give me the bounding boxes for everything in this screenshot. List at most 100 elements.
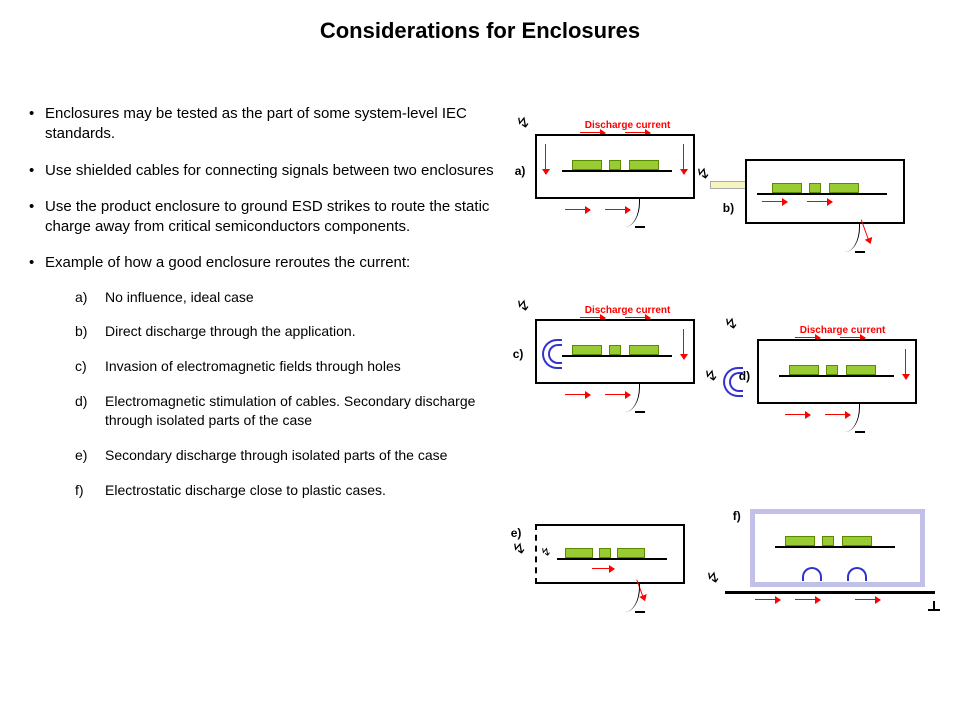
diagram-c: Discharge current ↯ c)	[535, 319, 695, 384]
enclosure-box: ↯	[535, 524, 685, 584]
chip-icon	[599, 548, 611, 558]
spark-icon: ↯	[704, 569, 722, 589]
diagram-d: Discharge current ↯ ↯ d)	[745, 339, 917, 404]
enclosure-box	[535, 134, 695, 199]
bullet-text: Example of how a good enclosure reroutes…	[45, 254, 410, 271]
pcb-line	[757, 193, 887, 195]
enclosure-box	[757, 339, 917, 404]
chip-icon	[609, 345, 621, 355]
arrow-icon	[565, 209, 590, 210]
spark-icon: ↯	[539, 545, 553, 560]
diagram-column: Discharge current ↯ a) ↯ b)	[505, 74, 940, 516]
chip-icon	[772, 183, 802, 193]
diagram-b: ↯ b)	[745, 159, 905, 224]
text-column: Enclosures may be tested as the part of …	[20, 74, 505, 516]
arrow-icon	[762, 201, 787, 202]
pcb-line	[557, 558, 667, 560]
spark-icon: ↯	[514, 114, 532, 134]
sub-item: e) Secondary discharge through isolated p…	[75, 446, 505, 465]
cable-icon	[610, 382, 640, 412]
sub-marker: e)	[75, 446, 87, 465]
arrow-icon	[580, 132, 605, 133]
chip-icon	[809, 183, 821, 193]
ground-icon	[928, 609, 940, 611]
diagram-letter: c)	[513, 347, 524, 361]
sub-marker: a)	[75, 288, 87, 307]
pcb-line	[775, 546, 895, 548]
pcb-line	[562, 355, 672, 357]
arrow-icon	[683, 329, 684, 359]
arrow-icon	[795, 599, 820, 600]
ground-plane	[725, 591, 935, 594]
ground-icon	[635, 611, 645, 613]
chip-icon	[572, 345, 602, 355]
enclosure-box	[535, 319, 695, 384]
bullet-item: Example of how a good enclosure reroutes…	[25, 253, 505, 499]
pcb-line	[779, 375, 894, 377]
sub-text: No influence, ideal case	[105, 289, 254, 305]
sub-text: Direct discharge through the application…	[105, 323, 356, 339]
sub-item: d) Electromagnetic stimulation of cables.…	[75, 392, 505, 430]
chip-icon	[609, 160, 621, 170]
ground-icon	[933, 601, 935, 609]
sub-item: b) Direct discharge through the applicati…	[75, 322, 505, 341]
plastic-case	[750, 509, 925, 587]
cable-icon	[610, 582, 640, 612]
sub-item: a) No influence, ideal case	[75, 288, 505, 307]
arrow-icon	[840, 337, 865, 338]
arrow-icon	[625, 317, 650, 318]
probe-icon	[710, 181, 748, 189]
arrow-icon	[683, 144, 684, 174]
chip-icon	[565, 548, 593, 558]
sub-marker: d)	[75, 392, 87, 411]
discharge-label: Discharge current	[585, 120, 671, 131]
sub-marker: b)	[75, 322, 87, 341]
arrow-icon	[592, 568, 614, 569]
chip-icon	[842, 536, 872, 546]
sub-list: a) No influence, ideal case b) Direct disc…	[75, 288, 505, 500]
content-area: Enclosures may be tested as the part of …	[0, 74, 960, 516]
discharge-label: Discharge current	[585, 305, 671, 316]
chip-icon	[846, 365, 876, 375]
em-wave-icon	[802, 567, 822, 581]
chip-icon	[789, 365, 819, 375]
diagram-letter: f)	[733, 509, 741, 523]
ground-icon	[855, 431, 865, 433]
sub-text: Electromagnetic stimulation of cables. S…	[105, 393, 475, 428]
chip-icon	[617, 548, 645, 558]
bullet-item: Enclosures may be tested as the part of …	[25, 104, 505, 145]
arrow-icon	[855, 599, 880, 600]
arrow-icon	[905, 349, 906, 379]
spark-icon: ↯	[702, 367, 720, 387]
chip-icon	[829, 183, 859, 193]
arrow-icon	[785, 414, 810, 415]
cable-icon	[830, 402, 860, 432]
ground-icon	[635, 411, 645, 413]
enclosure-box	[745, 159, 905, 224]
ground-icon	[635, 226, 645, 228]
diagram-letter: a)	[515, 164, 526, 178]
sub-text: Invasion of electromagnetic fields throu…	[105, 358, 401, 374]
chip-icon	[785, 536, 815, 546]
discharge-label: Discharge current	[800, 325, 886, 336]
bullet-item: Use the product enclosure to ground ESD …	[25, 197, 505, 238]
diagram-e: ↯ e) ↯	[535, 524, 685, 584]
chip-icon	[629, 160, 659, 170]
bullet-item: Use shielded cables for connecting signa…	[25, 161, 505, 181]
sub-text: Secondary discharge through isolated par…	[105, 447, 447, 463]
slide-title: Considerations for Enclosures	[0, 0, 960, 74]
arrow-icon	[807, 201, 832, 202]
sub-marker: c)	[75, 357, 87, 376]
chip-icon	[826, 365, 838, 375]
arrow-icon	[580, 317, 605, 318]
sub-item: f)Electrostatic discharge close to plast…	[75, 481, 505, 500]
diagram-letter: e)	[511, 526, 522, 540]
ground-icon	[855, 251, 865, 253]
chip-icon	[822, 536, 834, 546]
em-wave-icon	[847, 567, 867, 581]
diagram-letter: b)	[723, 201, 734, 215]
cable-icon	[830, 222, 860, 252]
pcb-line	[562, 170, 672, 172]
main-bullet-list: Enclosures may be tested as the part of …	[25, 104, 505, 500]
chip-icon	[572, 160, 602, 170]
